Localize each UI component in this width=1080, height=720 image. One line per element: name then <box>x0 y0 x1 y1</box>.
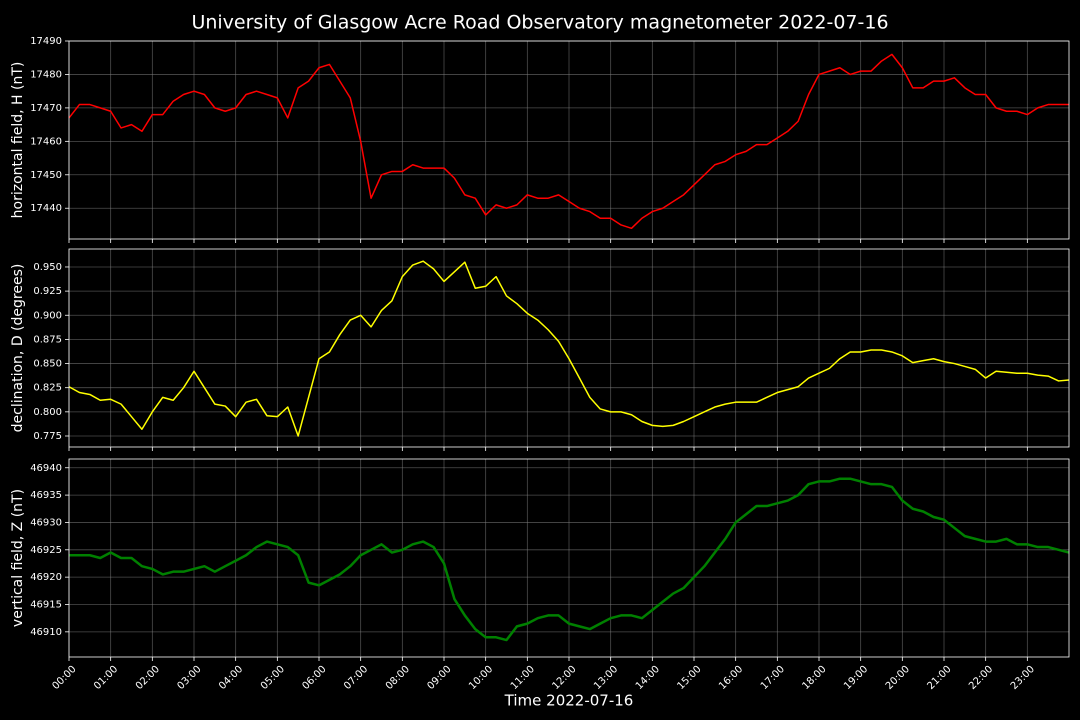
y-tick-label: 0.775 <box>33 431 62 442</box>
y-tick-label: 46925 <box>30 545 62 556</box>
y-tick-label: 46915 <box>30 599 62 610</box>
y-tick-label: 0.950 <box>33 262 62 273</box>
y-axis-label: horizontal field, H (nT) <box>10 62 26 219</box>
y-tick-label: 17460 <box>30 136 62 147</box>
y-tick-label: 17490 <box>30 36 62 47</box>
y-tick-label: 0.800 <box>33 407 62 418</box>
y-tick-label: 17470 <box>30 103 62 114</box>
y-tick-label: 17440 <box>30 203 62 214</box>
x-axis-label: Time 2022-07-16 <box>504 692 634 710</box>
data-line <box>68 53 1069 230</box>
y-tick-label: 46920 <box>30 572 62 583</box>
y-tick-label: 17450 <box>30 170 62 181</box>
figure-title: University of Glasgow Acre Road Observat… <box>191 12 888 34</box>
y-axis-label: vertical field, Z (nT) <box>10 489 26 627</box>
y-tick-label: 0.875 <box>33 334 62 345</box>
y-tick-label: 0.900 <box>33 310 62 321</box>
data-line <box>68 260 1070 437</box>
y-tick-label: 0.825 <box>33 383 62 394</box>
data-line <box>69 477 1070 642</box>
y-tick-label: 46930 <box>30 517 62 528</box>
axes-frame <box>68 458 1070 658</box>
axes-frame <box>68 248 1070 448</box>
y-tick-label: 0.925 <box>33 286 62 297</box>
y-axis-label: declination, D (degrees) <box>10 264 26 433</box>
y-tick-label: 17480 <box>30 69 62 80</box>
y-tick-label: 46910 <box>30 627 62 638</box>
y-tick-label: 0.850 <box>33 359 62 370</box>
axes-frame <box>68 40 1070 240</box>
y-tick-label: 46935 <box>30 490 62 501</box>
y-tick-label: 46940 <box>30 463 62 474</box>
